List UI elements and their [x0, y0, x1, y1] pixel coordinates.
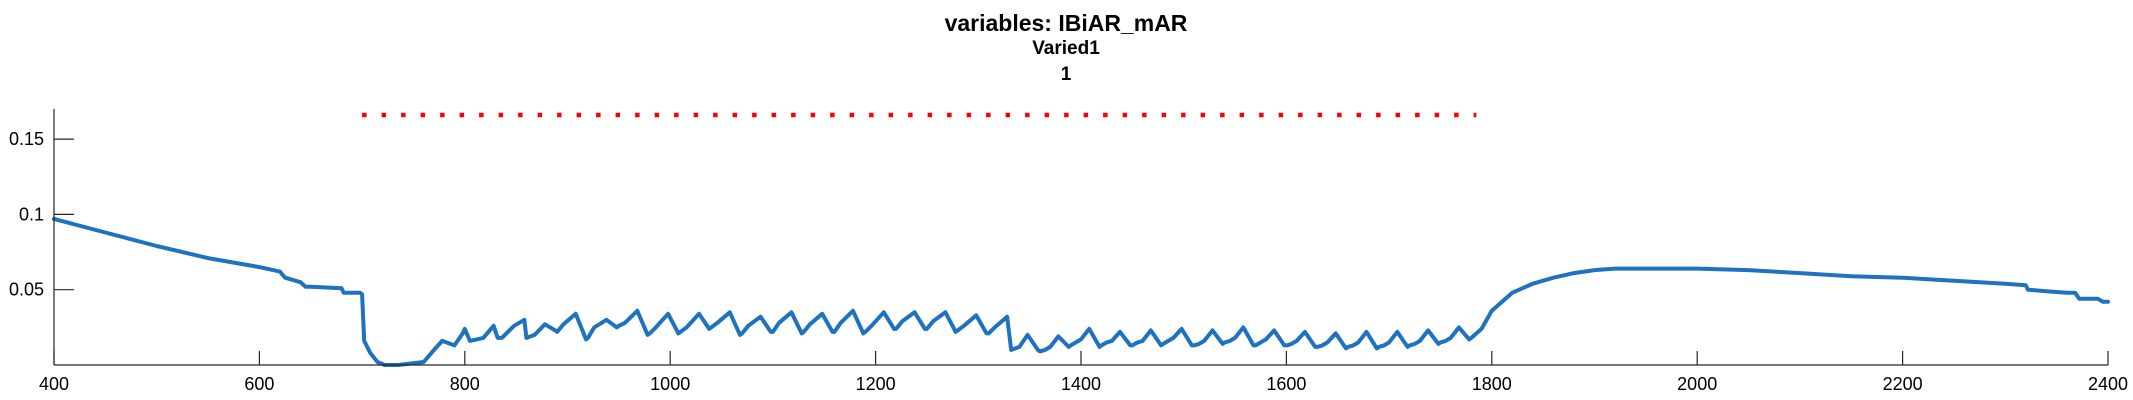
x-tick-label: 2400 [2088, 374, 2128, 394]
title-line-3: 1 [1061, 64, 1072, 85]
x-tick-label: 600 [244, 374, 274, 394]
series-group [52, 112, 2110, 367]
x-axis-ticks: 400 600 800 1000 1200 1400 1600 1800 2000 2200 240… [39, 351, 2128, 394]
x-tick-label: 800 [450, 374, 480, 394]
x-tick-label: 1400 [1061, 374, 1101, 394]
y-tick-label: 0.1 [19, 204, 44, 224]
chart-title: variables: IBiAR_mAR Varied1 1 [945, 10, 1188, 85]
x-tick-label: 2000 [1677, 374, 1717, 394]
x-tick-label: 1000 [650, 374, 690, 394]
title-line-2: Varied1 [1032, 38, 1100, 59]
x-tick-label: 1800 [1472, 374, 1512, 394]
x-tick-label: 1600 [1266, 374, 1306, 394]
x-tick-label: 2200 [1883, 374, 1923, 394]
title-line-1: variables: IBiAR_mAR [945, 10, 1188, 36]
y-axis-ticks: 0.05 0.1 0.15 [9, 129, 74, 300]
x-tick-label: 1200 [856, 374, 896, 394]
series-main-line [52, 216, 2110, 367]
x-tick-label: 400 [39, 374, 69, 394]
y-tick-label: 0.05 [9, 280, 44, 300]
y-tick-label: 0.15 [9, 129, 44, 149]
